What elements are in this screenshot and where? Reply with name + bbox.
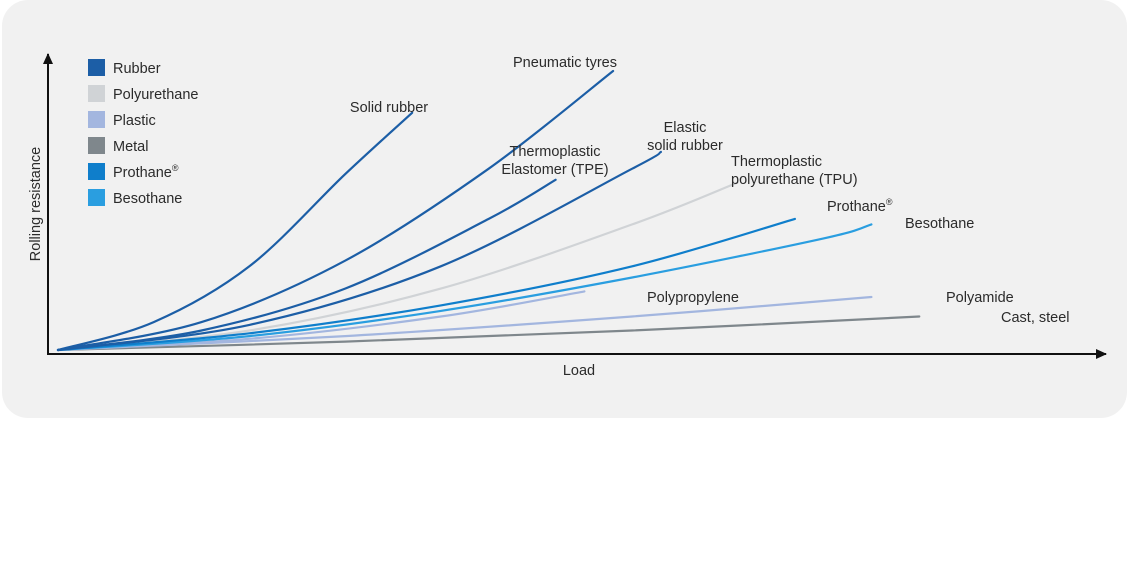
legend-label-polyurethane: Polyurethane	[113, 87, 198, 103]
series-line-polypropylene	[56, 290, 586, 352]
curve-label-elastic-solid-rubber: Elastic solid rubber	[647, 120, 723, 154]
series-line-solid-rubber	[56, 111, 414, 352]
series-line-elastic-solid-rubber	[56, 150, 662, 352]
curve-label-solid-rubber: Solid rubber	[350, 100, 428, 116]
axes	[43, 53, 1107, 359]
legend-label-rubber: Rubber	[113, 61, 161, 77]
series-line-besothane	[56, 223, 873, 352]
x-axis-label: Load	[563, 363, 595, 379]
legend-swatch-metal	[88, 137, 105, 154]
series-curves	[56, 69, 921, 352]
legend-label-besothane: Besothane	[113, 191, 182, 207]
legend-swatch-prothane	[88, 163, 105, 180]
curve-label-thermoplastic-polyurethane-tpu: Thermoplastic polyurethane (TPU)	[731, 154, 858, 188]
curve-label-besothane: Besothane	[905, 216, 974, 232]
series-line-cast-steel	[56, 315, 921, 352]
legend: Rubber Polyurethane Plastic Metal Prothane® B…	[88, 59, 198, 207]
legend-swatch-rubber	[88, 59, 105, 76]
curve-label-polyamide: Polyamide	[946, 290, 1014, 306]
curve-label-polypropylene: Polypropylene	[647, 290, 739, 306]
curve-labels: Solid rubber Pneumatic tyres Thermoplastic…	[350, 55, 1070, 326]
series-line-prothane	[56, 217, 796, 352]
legend-label-prothane: Prothane®	[113, 163, 179, 181]
legend-swatch-plastic	[88, 111, 105, 128]
chart-panel	[2, 0, 1127, 418]
legend-swatch-besothane	[88, 189, 105, 206]
series-line-pneumatic-tyres	[56, 69, 615, 352]
curve-label-prothane: Prothane®	[827, 197, 893, 215]
series-line-thermoplastic-elastomer-tpe	[56, 178, 557, 352]
legend-label-plastic: Plastic	[113, 113, 156, 129]
curve-label-cast-steel: Cast, steel	[1001, 310, 1070, 326]
legend-swatch-polyurethane	[88, 85, 105, 102]
curve-label-pneumatic-tyres: Pneumatic tyres	[513, 55, 617, 71]
legend-label-metal: Metal	[113, 139, 148, 155]
curve-label-thermoplastic-elastomer-tpe: Thermoplastic Elastomer (TPE)	[501, 144, 608, 178]
y-axis-label: Rolling resistance	[28, 147, 44, 261]
